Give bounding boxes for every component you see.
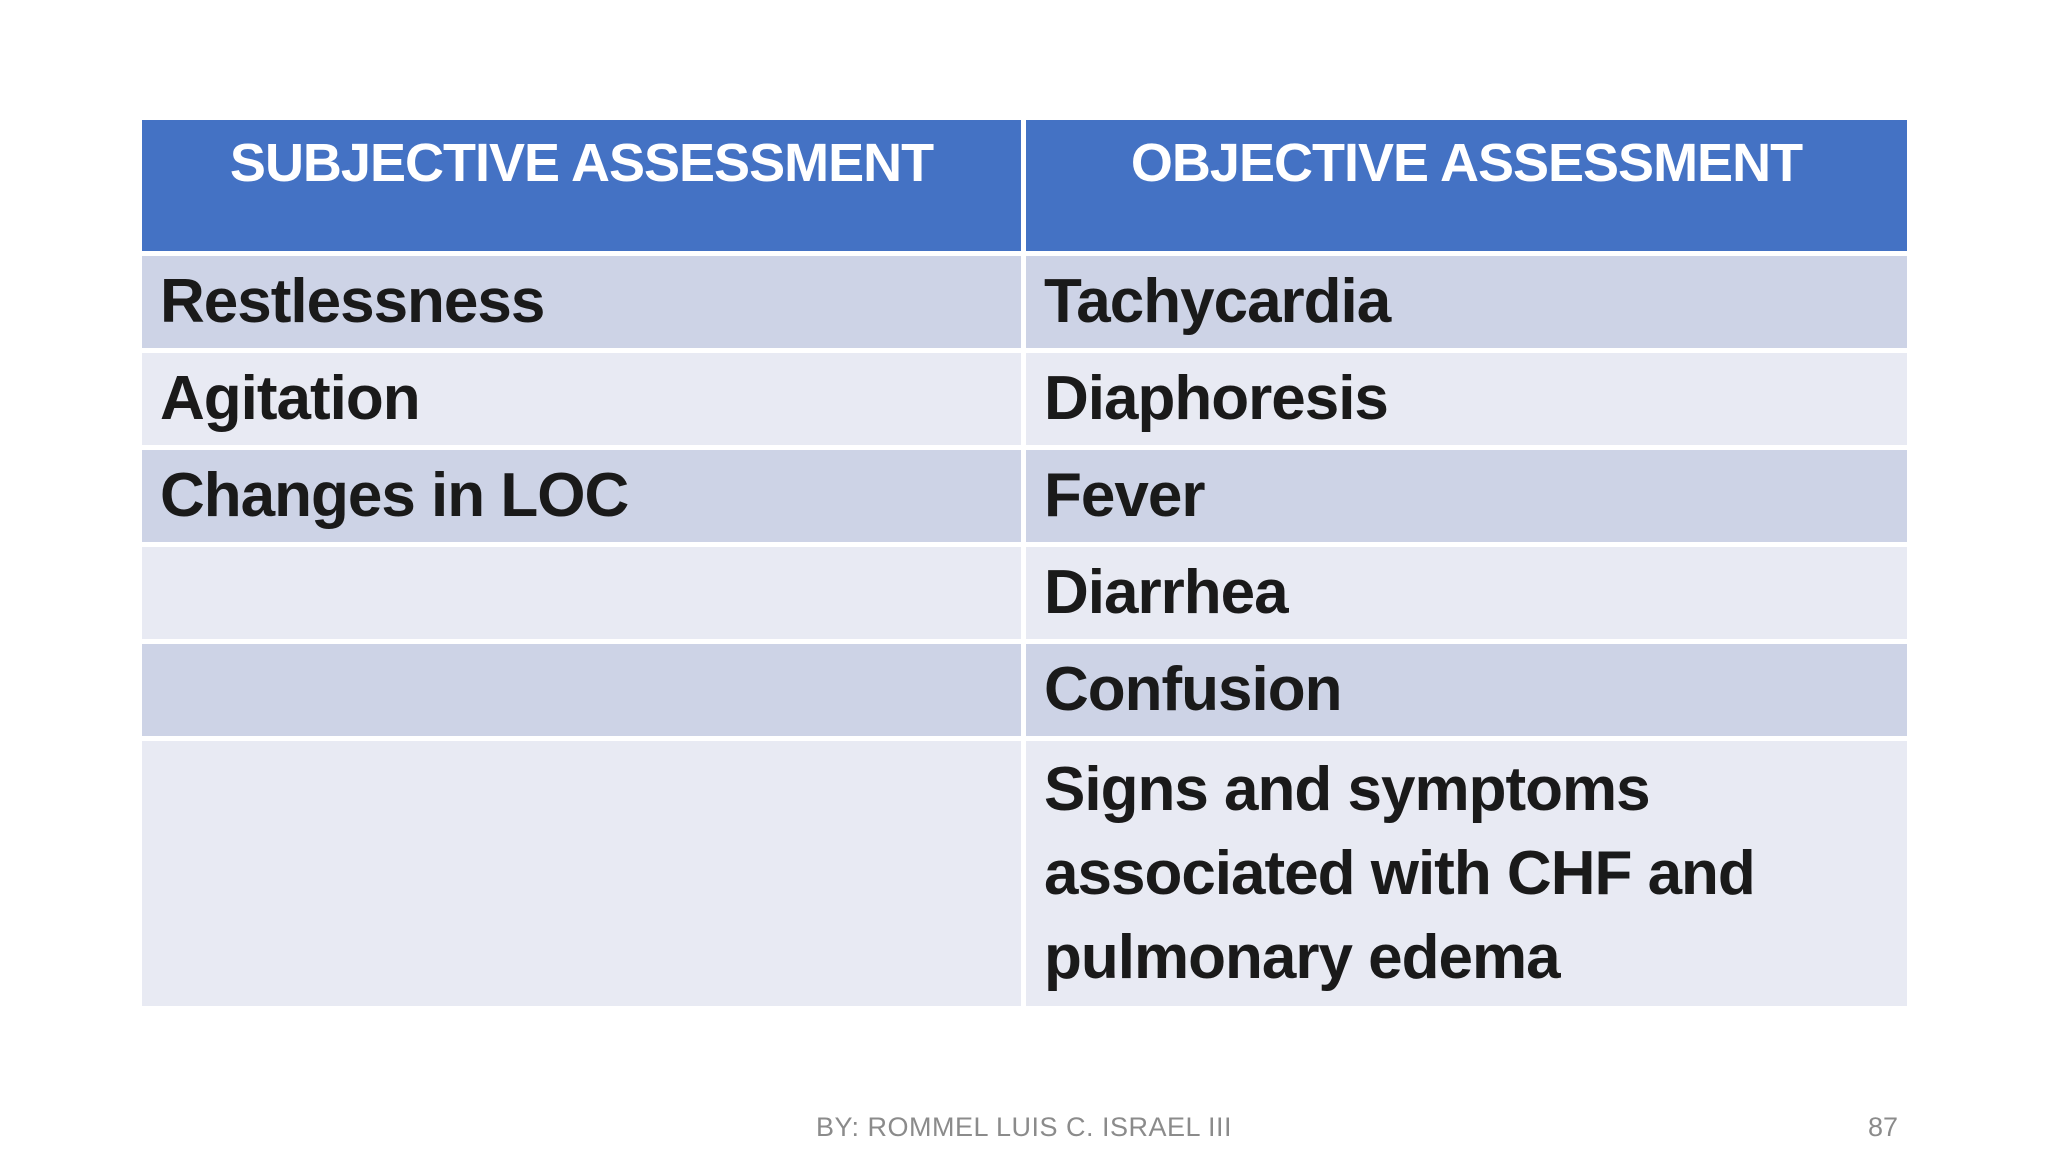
cell-text-confusion: Confusion [1044, 655, 1342, 724]
cell-text-fever: Fever [1044, 461, 1205, 530]
table-row-3: Changes in LOC Fever [142, 450, 1907, 542]
cell-objective-1: Tachycardia [1026, 256, 1907, 348]
cell-objective-5: Confusion [1026, 644, 1907, 736]
footer-author: BY: ROMMEL LUIS C. ISRAEL III [815, 1112, 1233, 1142]
header-cell-objective: OBJECTIVE ASSESSMENT [1026, 120, 1907, 251]
header-objective-label: OBJECTIVE ASSESSMENT [1130, 133, 1803, 193]
slide-page-number: 87 [1867, 1112, 1898, 1142]
cell-text-restlessness: Restlessness [160, 267, 545, 336]
cell-subjective-3: Changes in LOC [142, 450, 1021, 542]
cell-text-tachycardia: Tachycardia [1044, 267, 1391, 336]
cell-objective-2: Diaphoresis [1026, 353, 1907, 445]
table-header-row: SUBJECTIVE ASSESSMENT OBJECTIVE ASSESSME… [142, 120, 1907, 251]
table-row-5: Confusion [142, 644, 1907, 736]
cell-subjective-5-empty [142, 644, 1021, 736]
cell-objective-3: Fever [1026, 450, 1907, 542]
cell-subjective-4-empty [142, 547, 1021, 639]
table-row-4: Diarrhea [142, 547, 1907, 639]
table-row-2: Agitation Diaphoresis [142, 353, 1907, 445]
cell-objective-6: Signs and symptoms associated with CHF a… [1026, 741, 1907, 1006]
cell-text-chf-signs: Signs and symptoms associated with CHF a… [1044, 754, 1756, 992]
header-cell-subjective: SUBJECTIVE ASSESSMENT [142, 120, 1021, 251]
cell-text-diaphoresis: Diaphoresis [1044, 364, 1389, 433]
table-row-1: Restlessness Tachycardia [142, 256, 1907, 348]
cell-subjective-1: Restlessness [142, 256, 1021, 348]
table-row-6: Signs and symptoms associated with CHF a… [142, 741, 1907, 1006]
assessment-table: SUBJECTIVE ASSESSMENT OBJECTIVE ASSESSME… [142, 120, 1907, 1006]
cell-objective-4: Diarrhea [1026, 547, 1907, 639]
cell-text-agitation: Agitation [160, 364, 421, 433]
header-subjective-label: SUBJECTIVE ASSESSMENT [229, 133, 934, 193]
cell-text-diarrhea: Diarrhea [1044, 558, 1289, 627]
cell-subjective-6-empty [142, 741, 1021, 1006]
cell-subjective-2: Agitation [142, 353, 1021, 445]
cell-text-changes-in-loc: Changes in LOC [160, 461, 629, 530]
